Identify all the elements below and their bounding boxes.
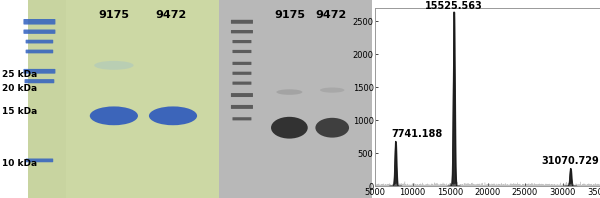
Bar <box>28 0 219 198</box>
FancyBboxPatch shape <box>231 20 253 24</box>
Text: 25 kDa: 25 kDa <box>2 70 37 79</box>
Bar <box>66 0 219 198</box>
FancyBboxPatch shape <box>23 30 55 34</box>
FancyBboxPatch shape <box>232 72 251 75</box>
FancyBboxPatch shape <box>23 19 55 25</box>
Text: 7741.188: 7741.188 <box>392 129 443 139</box>
FancyBboxPatch shape <box>232 40 251 43</box>
FancyBboxPatch shape <box>231 30 253 33</box>
Text: 9472: 9472 <box>315 10 346 20</box>
FancyBboxPatch shape <box>232 82 251 85</box>
FancyBboxPatch shape <box>23 69 55 74</box>
Ellipse shape <box>149 106 197 125</box>
FancyBboxPatch shape <box>26 50 53 53</box>
Ellipse shape <box>277 89 302 95</box>
Text: 9175: 9175 <box>98 10 130 20</box>
Ellipse shape <box>271 117 308 139</box>
Text: 15 kDa: 15 kDa <box>2 107 37 116</box>
FancyBboxPatch shape <box>231 105 253 109</box>
Ellipse shape <box>94 61 134 70</box>
FancyBboxPatch shape <box>232 62 251 65</box>
FancyBboxPatch shape <box>232 50 251 53</box>
Ellipse shape <box>90 106 138 125</box>
FancyBboxPatch shape <box>25 79 55 83</box>
Text: 31070.729: 31070.729 <box>542 156 599 166</box>
FancyBboxPatch shape <box>26 158 53 162</box>
Text: 10 kDa: 10 kDa <box>2 159 37 168</box>
FancyBboxPatch shape <box>26 40 53 43</box>
Ellipse shape <box>320 88 344 93</box>
Text: 9175: 9175 <box>274 10 305 20</box>
Text: 9472: 9472 <box>155 10 187 20</box>
FancyBboxPatch shape <box>232 117 251 120</box>
FancyBboxPatch shape <box>231 93 253 97</box>
Text: 15525.563: 15525.563 <box>425 1 483 10</box>
Ellipse shape <box>316 118 349 138</box>
Text: 20 kDa: 20 kDa <box>2 84 37 93</box>
